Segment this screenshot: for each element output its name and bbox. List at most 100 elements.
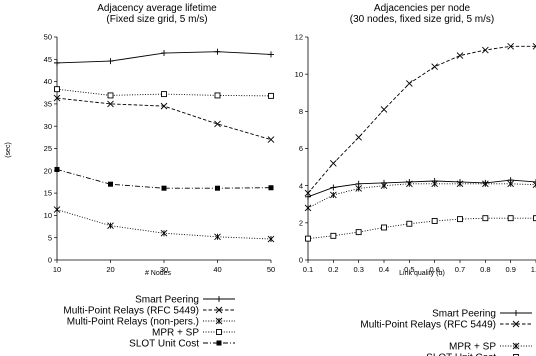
- star-marker: [214, 233, 221, 241]
- y-axis-label: (sec): [5, 142, 12, 158]
- open-square-marker: [406, 220, 413, 227]
- y-tick-label: 0: [48, 256, 52, 265]
- x-marker: [482, 46, 489, 54]
- x-marker: [380, 106, 388, 113]
- x-tick-label: 40: [213, 265, 221, 274]
- legend-item: SLOT Unit Cost: [426, 353, 519, 356]
- x-marker: [215, 306, 223, 314]
- y-tick-label: 12: [295, 33, 303, 42]
- data-series: [305, 177, 536, 200]
- plot-area: 0 5 10 15 20 25 30 35 40 45 50 10 20 30 40 50: [44, 33, 276, 274]
- chart-adjacencies-per-node: Adjacencies per node (30 nodes, fixed si…: [295, 3, 536, 356]
- y-tick-label: 2: [299, 218, 303, 227]
- legend-item: Smart Peering: [432, 309, 532, 320]
- open-square-marker: [268, 92, 274, 99]
- data-series: [304, 42, 536, 197]
- chart-title: Adjacency average lifetime: [97, 3, 217, 14]
- star-marker: [160, 229, 168, 237]
- legend-label: Multi-Point Relays (RFC 5449): [360, 320, 496, 331]
- star-marker: [304, 204, 312, 212]
- star-marker: [456, 180, 464, 188]
- x-tick-label: 0.2: [328, 265, 338, 274]
- filled-square-marker: [161, 185, 167, 191]
- open-square-marker: [513, 354, 519, 356]
- legend-item: Smart Peering: [135, 295, 235, 306]
- x-marker: [431, 63, 438, 71]
- open-square-marker: [533, 215, 536, 222]
- filled-square-marker: [215, 185, 220, 191]
- star-marker: [380, 182, 388, 189]
- star-marker: [355, 185, 362, 192]
- legend-item: MPR + SP: [152, 328, 235, 339]
- x-marker: [330, 160, 337, 167]
- open-square-marker: [330, 232, 337, 239]
- plus-marker: [513, 310, 519, 316]
- open-square-marker: [355, 229, 362, 236]
- y-tick-label: 10: [44, 211, 52, 220]
- open-square-marker: [107, 92, 114, 99]
- data-series: [54, 86, 274, 99]
- y-tick-label: 15: [44, 189, 52, 198]
- legend-label: Smart Peering: [432, 309, 496, 320]
- legend-item: SLOT Unit Cost: [129, 339, 235, 350]
- plus-marker: [161, 50, 167, 57]
- legend-label: SLOT Unit Cost: [426, 353, 496, 356]
- legend-label: Multi-Point Relays (RFC 5449): [63, 306, 199, 317]
- x-tick-label: 50: [267, 265, 275, 274]
- legend-label: SLOT Unit Cost: [129, 339, 199, 350]
- legend-item: MPR + SP: [449, 342, 532, 353]
- plus-marker: [268, 51, 274, 58]
- legend-label: Multi-Point Relays (non-pers.): [67, 317, 199, 328]
- legend-label: MPR + SP: [152, 328, 199, 339]
- filled-square-marker: [216, 340, 222, 346]
- open-square-marker: [54, 86, 60, 93]
- x-marker: [107, 100, 114, 108]
- filled-square-marker: [108, 181, 113, 187]
- x-axis-label: # Nodes: [145, 270, 172, 277]
- chart-subtitle: (Fixed size grid, 5 m/s): [106, 14, 207, 25]
- x-tick-label: 0.8: [480, 265, 490, 274]
- legend-item: Multi-Point Relays (non-pers.): [67, 317, 235, 328]
- y-tick-label: 6: [299, 144, 303, 153]
- open-square-marker: [161, 91, 167, 98]
- open-square-marker: [431, 218, 438, 224]
- data-series: [304, 180, 536, 212]
- filled-square-marker: [268, 185, 274, 191]
- open-square-marker: [214, 92, 221, 99]
- star-marker: [107, 222, 114, 229]
- plus-marker: [54, 59, 60, 66]
- x-tick-label: 0.9: [505, 265, 515, 274]
- data-series: [54, 48, 274, 66]
- x-tick-label: 20: [106, 265, 114, 274]
- plus-marker: [305, 193, 311, 200]
- legend-label: Smart Peering: [135, 295, 199, 306]
- plus-marker: [216, 296, 222, 302]
- x-tick-label: 0.3: [353, 265, 363, 274]
- x-tick-label: 0.5: [404, 265, 414, 274]
- open-square-marker: [482, 215, 489, 222]
- x-tick-label: 1.0: [531, 265, 536, 274]
- legend-item: Multi-Point Relays (RFC 5449): [63, 306, 235, 317]
- data-series: [305, 215, 536, 242]
- plus-marker: [533, 178, 536, 185]
- filled-square-marker: [54, 166, 60, 172]
- open-square-marker: [305, 235, 311, 242]
- star-marker: [267, 235, 275, 243]
- x-marker: [532, 42, 536, 50]
- star-marker: [330, 191, 337, 199]
- plot-area: 0 2 4 6 8 10 12 0.1 0.2 0.3 0.4 0.5 0.6 0.7 0.8 0.9 1.0: [295, 33, 536, 274]
- data-series: [53, 206, 275, 243]
- x-marker: [160, 102, 168, 110]
- y-tick-label: 40: [44, 77, 52, 86]
- y-tick-label: 30: [44, 122, 52, 131]
- x-marker: [456, 52, 464, 59]
- series-line: [307, 179, 536, 198]
- star-marker: [532, 181, 536, 189]
- chart-adjacency-lifetime: Adjacency average lifetime (Fixed size g…: [5, 3, 275, 350]
- series-line: [56, 97, 272, 141]
- plus-marker: [107, 58, 114, 65]
- open-square-marker: [507, 215, 514, 222]
- x-marker: [507, 42, 514, 50]
- x-tick-label: 0.1: [303, 265, 313, 274]
